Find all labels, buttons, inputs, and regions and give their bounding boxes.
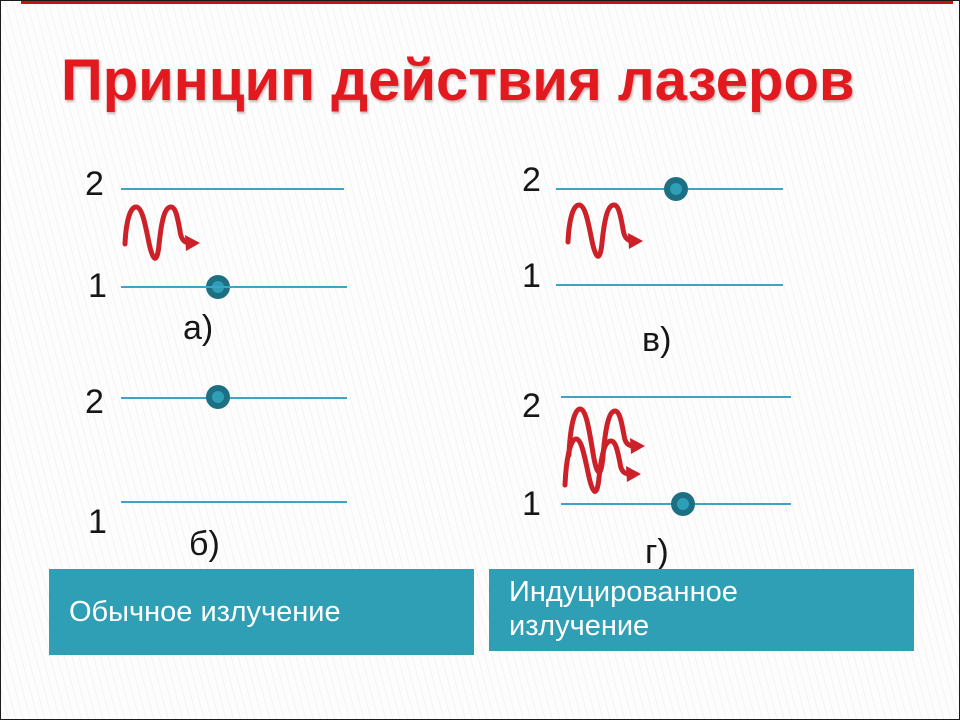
electron-dot	[206, 385, 230, 409]
level-2-label: 2	[85, 165, 104, 203]
level-1-label: 1	[522, 485, 541, 523]
diagram-v-caption: в)	[642, 321, 672, 359]
electron-dot	[671, 492, 695, 516]
level-1-label: 1	[88, 503, 107, 541]
top-accent-line	[21, 1, 953, 4]
level-1-line	[121, 286, 347, 288]
level-2-line	[561, 396, 791, 398]
level-1-line	[556, 284, 783, 286]
level-2-label: 2	[85, 383, 104, 421]
level-2-label: 2	[522, 387, 541, 425]
induced-radiation-label: Индуцированное излучение	[509, 576, 738, 642]
level-1-label: 1	[522, 257, 541, 295]
page-title: Принцип действия лазеров	[61, 48, 855, 113]
arrow-head-icon	[630, 438, 645, 454]
arrow-head-icon	[185, 235, 200, 251]
ordinary-radiation-label: Обычное излучение	[69, 596, 341, 628]
ordinary-radiation-box: Обычное излучение	[49, 569, 474, 655]
diagram-b-caption: б)	[189, 525, 220, 563]
diagram-g-caption: г)	[645, 533, 669, 571]
photon-wave-icon	[565, 202, 643, 259]
level-2-line	[121, 188, 344, 190]
level-2-label: 2	[522, 161, 541, 199]
arrow-head-icon	[626, 466, 641, 482]
electron-dot	[664, 177, 688, 201]
double-photon-wave-icon	[562, 406, 645, 494]
arrow-head-icon	[628, 233, 643, 249]
level-1-label: 1	[88, 267, 107, 305]
diagram-a-caption: а)	[183, 309, 214, 347]
level-2-line	[121, 397, 347, 399]
induced-radiation-box: Индуцированное излучение	[489, 569, 914, 651]
photon-wave-icon	[122, 204, 200, 261]
level-1-line	[121, 501, 347, 503]
